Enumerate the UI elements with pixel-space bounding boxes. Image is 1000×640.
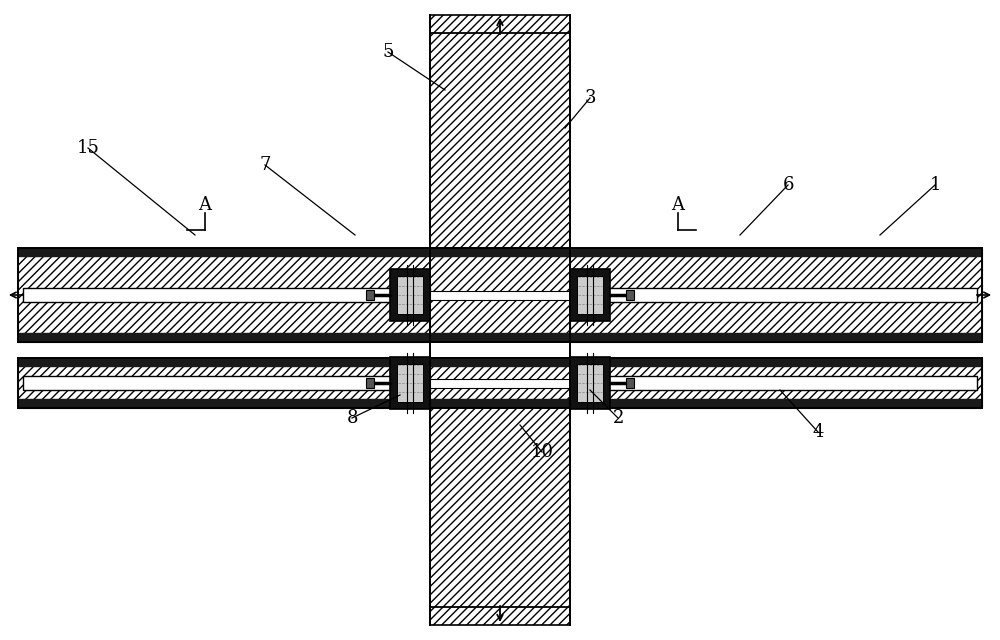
Bar xyxy=(18,399,982,408)
Bar xyxy=(390,357,430,409)
Bar xyxy=(577,364,603,402)
Text: 4: 4 xyxy=(812,423,824,441)
Bar xyxy=(626,290,634,300)
Bar xyxy=(570,248,982,342)
Text: 2: 2 xyxy=(612,409,624,427)
Bar xyxy=(626,378,634,388)
Bar xyxy=(18,248,430,342)
Text: A: A xyxy=(672,196,684,214)
Bar xyxy=(397,276,423,314)
Bar xyxy=(23,376,430,390)
Bar xyxy=(430,291,570,300)
Text: 1: 1 xyxy=(929,176,941,194)
Text: A: A xyxy=(198,196,212,214)
Bar xyxy=(23,288,430,302)
Bar xyxy=(18,248,982,257)
Bar xyxy=(570,357,610,409)
Bar xyxy=(397,364,423,402)
Bar xyxy=(366,378,374,388)
Bar xyxy=(390,269,430,321)
Bar xyxy=(430,15,570,248)
Text: 8: 8 xyxy=(346,409,358,427)
Text: 10: 10 xyxy=(530,443,554,461)
Bar xyxy=(570,376,977,390)
Bar xyxy=(18,358,430,408)
Bar xyxy=(577,276,603,314)
Text: 15: 15 xyxy=(77,139,99,157)
Bar xyxy=(430,248,570,342)
Bar xyxy=(366,290,374,300)
Bar xyxy=(570,288,977,302)
Text: 6: 6 xyxy=(782,176,794,194)
Bar xyxy=(430,378,570,387)
Bar xyxy=(430,358,570,408)
Bar xyxy=(430,408,570,625)
Text: 5: 5 xyxy=(382,43,394,61)
Bar xyxy=(570,269,610,321)
Bar xyxy=(18,333,982,342)
Bar xyxy=(18,358,982,367)
Text: 7: 7 xyxy=(259,156,271,174)
Text: 3: 3 xyxy=(584,89,596,107)
Bar xyxy=(570,358,982,408)
